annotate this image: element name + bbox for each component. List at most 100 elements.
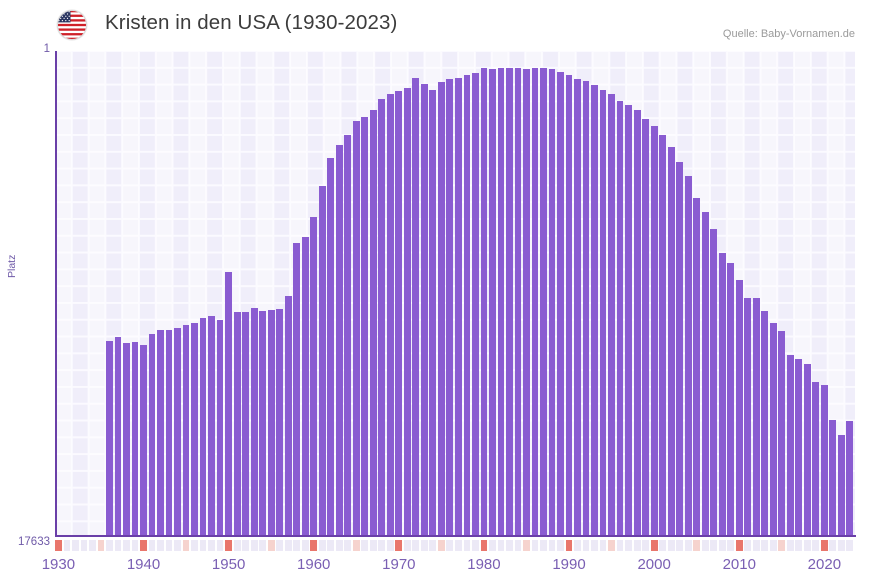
- bar-1939[interactable]: [131, 342, 139, 536]
- bar-1998[interactable]: [633, 110, 641, 536]
- bar-1945[interactable]: [182, 325, 190, 536]
- bar-1988[interactable]: [548, 69, 556, 536]
- bar-1949[interactable]: [216, 320, 224, 536]
- bar-1941[interactable]: [148, 334, 156, 536]
- bar-1971[interactable]: [403, 88, 411, 536]
- x-tick-1993: [591, 540, 598, 551]
- bar-1970[interactable]: [395, 91, 403, 536]
- bar-1972[interactable]: [412, 78, 420, 536]
- bar-1976[interactable]: [446, 79, 454, 536]
- bar-2023[interactable]: [846, 421, 854, 536]
- bar-2017[interactable]: [795, 359, 803, 536]
- x-tick-1969: [386, 540, 394, 551]
- bar-1996[interactable]: [616, 101, 624, 536]
- bar-1969[interactable]: [386, 94, 394, 536]
- x-tick-2009: [727, 540, 735, 551]
- bar-2022[interactable]: [837, 435, 845, 536]
- bar-1956[interactable]: [276, 309, 284, 536]
- bar-1994[interactable]: [599, 90, 607, 536]
- x-tick-2001: [659, 540, 667, 551]
- x-tick-1983: [506, 540, 513, 551]
- bar-2009[interactable]: [727, 263, 735, 536]
- bar-1980[interactable]: [480, 68, 488, 536]
- bar-2005[interactable]: [693, 198, 701, 536]
- bar-2014[interactable]: [769, 323, 777, 536]
- plot-area: [55, 51, 855, 536]
- bar-2001[interactable]: [659, 135, 667, 536]
- bar-1946[interactable]: [191, 323, 198, 536]
- bar-1999[interactable]: [642, 119, 650, 536]
- bar-1937[interactable]: [114, 337, 122, 536]
- bar-1986[interactable]: [531, 68, 539, 536]
- bar-2015[interactable]: [778, 331, 786, 536]
- bar-2018[interactable]: [803, 364, 811, 536]
- bar-2012[interactable]: [752, 298, 760, 536]
- bar-2013[interactable]: [761, 311, 769, 536]
- bar-1938[interactable]: [123, 343, 130, 536]
- bar-1993[interactable]: [591, 85, 598, 536]
- bar-2002[interactable]: [667, 147, 675, 536]
- bar-1961[interactable]: [318, 186, 326, 536]
- bar-2020[interactable]: [820, 385, 828, 536]
- bar-1953[interactable]: [250, 308, 258, 536]
- bar-1982[interactable]: [497, 68, 505, 536]
- bar-2010[interactable]: [735, 280, 743, 536]
- bar-1968[interactable]: [378, 99, 386, 536]
- bar-1997[interactable]: [625, 105, 632, 536]
- bar-1943[interactable]: [165, 330, 173, 536]
- x-tick-1956: [276, 540, 284, 551]
- bar-1940[interactable]: [140, 345, 147, 536]
- bar-2007[interactable]: [710, 229, 718, 536]
- bars-container: [55, 51, 855, 536]
- bar-1979[interactable]: [472, 73, 479, 536]
- bar-2000[interactable]: [650, 126, 658, 536]
- bar-1951[interactable]: [233, 312, 241, 536]
- bar-1960[interactable]: [310, 217, 318, 536]
- bar-1942[interactable]: [157, 330, 164, 536]
- bar-1947[interactable]: [199, 318, 207, 536]
- bar-1977[interactable]: [455, 78, 462, 536]
- bar-2004[interactable]: [684, 176, 692, 536]
- bar-1978[interactable]: [463, 75, 471, 536]
- bar-2016[interactable]: [786, 355, 794, 536]
- bar-2008[interactable]: [718, 253, 726, 536]
- bar-1954[interactable]: [259, 311, 267, 536]
- bar-2003[interactable]: [676, 162, 684, 536]
- bar-1985[interactable]: [523, 69, 530, 536]
- bar-1990[interactable]: [565, 75, 573, 536]
- x-tick-1952: [242, 540, 250, 551]
- bar-1957[interactable]: [284, 296, 292, 536]
- bar-1959[interactable]: [301, 237, 309, 536]
- bar-1983[interactable]: [506, 68, 513, 536]
- bar-1952[interactable]: [242, 312, 250, 536]
- bar-1936[interactable]: [106, 341, 113, 536]
- bar-1974[interactable]: [429, 90, 437, 536]
- bar-2006[interactable]: [701, 212, 709, 536]
- y-axis-bottom-label: 17633: [18, 536, 50, 548]
- bar-1965[interactable]: [352, 121, 360, 536]
- bar-1964[interactable]: [344, 135, 352, 536]
- bar-2019[interactable]: [812, 382, 820, 536]
- bar-1966[interactable]: [361, 117, 369, 536]
- bar-2021[interactable]: [829, 420, 837, 536]
- bar-1975[interactable]: [437, 82, 445, 536]
- bar-1948[interactable]: [208, 316, 215, 536]
- bar-1995[interactable]: [608, 94, 615, 536]
- bar-1973[interactable]: [420, 84, 428, 536]
- bar-1989[interactable]: [557, 72, 564, 536]
- bar-1944[interactable]: [174, 328, 181, 536]
- bar-1967[interactable]: [369, 110, 377, 536]
- bar-1984[interactable]: [514, 68, 522, 536]
- bar-1991[interactable]: [574, 79, 581, 536]
- x-axis-label-1990: 1990: [552, 556, 586, 573]
- bar-1950[interactable]: [225, 272, 232, 536]
- bar-1981[interactable]: [489, 69, 496, 536]
- x-tick-1982: [497, 540, 505, 551]
- bar-1955[interactable]: [267, 310, 275, 536]
- bar-1958[interactable]: [293, 243, 301, 536]
- bar-2011[interactable]: [744, 298, 752, 536]
- bar-1992[interactable]: [582, 81, 590, 536]
- bar-1987[interactable]: [540, 68, 547, 536]
- bar-1962[interactable]: [327, 158, 335, 536]
- bar-1963[interactable]: [335, 145, 343, 536]
